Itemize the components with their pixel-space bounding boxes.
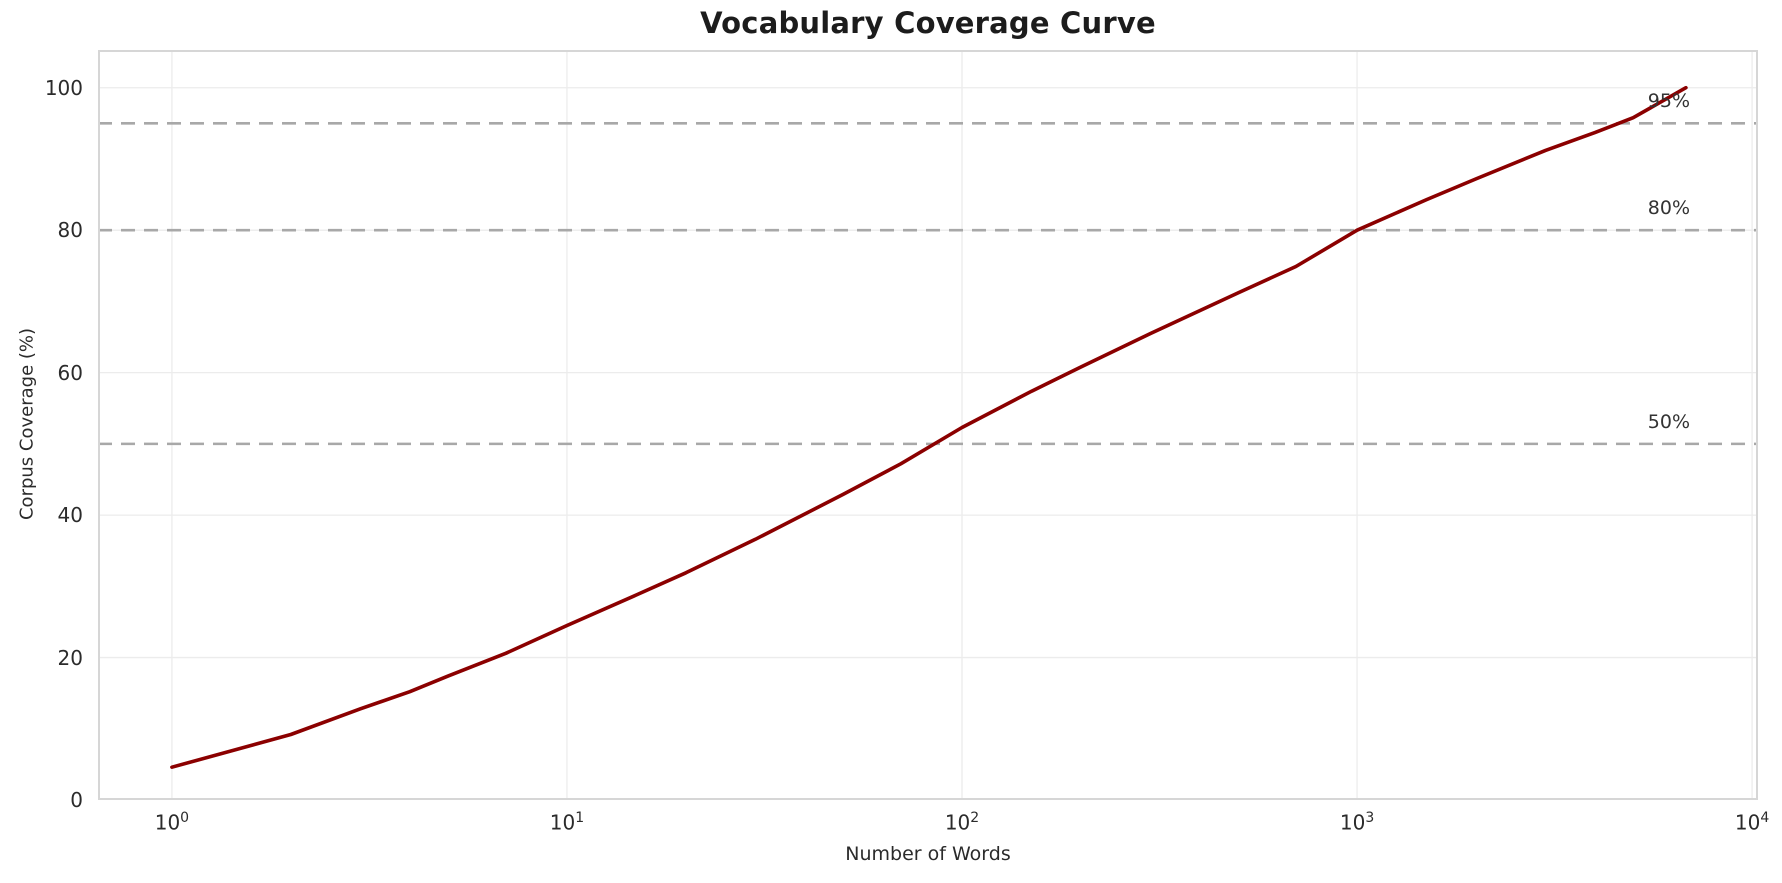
x-tick-label: 104 — [1734, 810, 1770, 835]
threshold-label-80: 80% — [1647, 197, 1690, 220]
chart-title: Vocabulary Coverage Curve — [700, 6, 1156, 40]
coverage-line — [170, 85, 1688, 770]
x-tick-label: 101 — [549, 810, 585, 835]
plot-border — [98, 50, 1758, 800]
y-tick-label: 100 — [44, 75, 83, 100]
threshold-label-95: 95% — [1647, 90, 1690, 113]
plot-area — [98, 50, 1758, 800]
y-tick-label: 60 — [57, 360, 83, 385]
y-tick-label: 40 — [57, 503, 83, 528]
y-axis-label: Corpus Coverage (%) — [16, 327, 38, 521]
x-tick-label: 103 — [1339, 810, 1375, 835]
y-tick-label: 20 — [57, 645, 83, 670]
x-tick-label: 100 — [154, 810, 190, 835]
x-tick-label: 102 — [944, 810, 980, 835]
y-tick-label: 80 — [57, 218, 83, 243]
y-tick-label: 0 — [70, 788, 83, 812]
x-axis-label: Number of Words — [845, 843, 1011, 865]
threshold-label-50: 50% — [1647, 410, 1690, 433]
